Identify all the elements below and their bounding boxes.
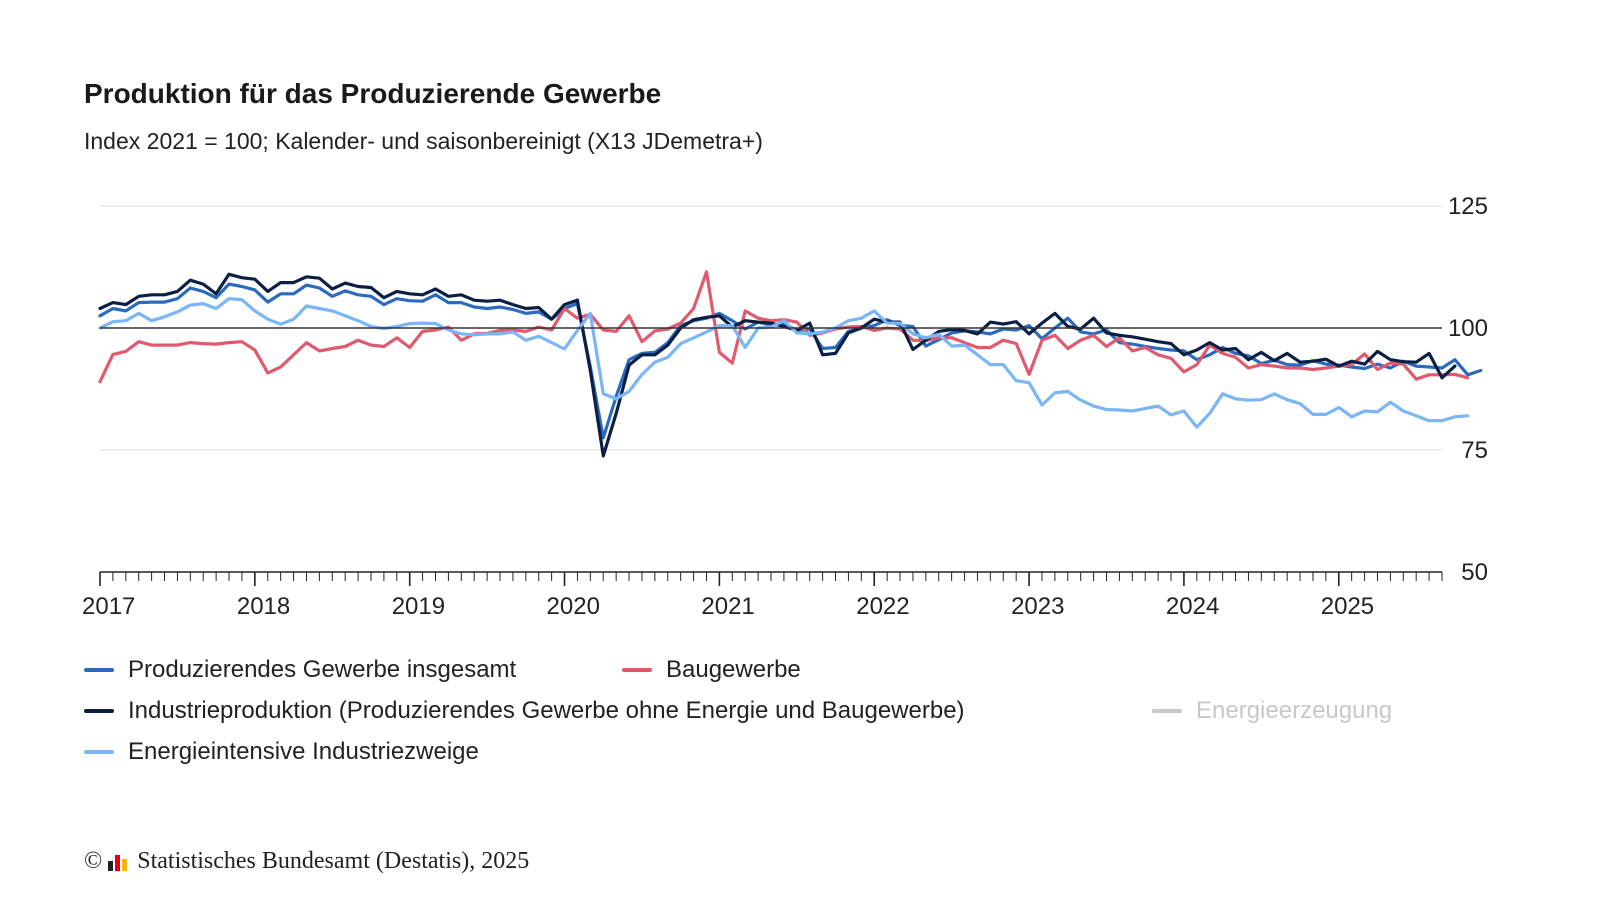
legend-item-industrieproduktion[interactable]: Industrieproduktion (Produzierendes Gewe… — [84, 697, 965, 725]
legend-swatch — [622, 668, 652, 672]
legend-item-produzierendes-gewerbe[interactable]: Produzierendes Gewerbe insgesamt — [84, 656, 516, 684]
source-text: Statistisches Bundesamt (Destatis), 2025 — [137, 848, 530, 874]
legend-item-energieerzeugung[interactable]: Energieerzeugung — [1152, 697, 1392, 725]
x-tick-label: 2019 — [392, 593, 445, 620]
legend-swatch — [84, 750, 114, 754]
legend-label: Energieintensive Industriezweige — [128, 738, 479, 765]
y-tick-label: 50 — [1461, 559, 1488, 586]
legend-swatch — [84, 709, 114, 713]
legend-swatch — [1152, 709, 1182, 713]
y-tick-label: 100 — [1448, 315, 1488, 342]
legend-item-baugewerbe[interactable]: Baugewerbe — [622, 656, 801, 684]
series-line-energieintensive-industriezweige — [98, 297, 1470, 429]
chart-title: Produktion für das Produzierende Gewerbe — [84, 78, 662, 109]
legend-label: Energieerzeugung — [1196, 697, 1393, 724]
legend-label: Produzierendes Gewerbe insgesamt — [128, 656, 517, 683]
x-tick-label: 2023 — [1011, 593, 1064, 620]
line-chart: 125 100 75 50 2017 2018 2019 2020 2021 2022 2023 20… — [82, 193, 1488, 620]
y-tick-label: 125 — [1448, 193, 1488, 220]
destatis-logo-icon — [108, 853, 129, 871]
legend-label: Industrieproduktion (Produzierendes Gewe… — [128, 697, 965, 724]
series-line-industrieproduktion-produzierendes-gewerbe-ohne-energie-und-baugewerbe — [98, 272, 1457, 458]
x-tick-label: 2022 — [856, 593, 909, 620]
x-tick-label: 2017 — [82, 593, 135, 620]
y-tick-label: 75 — [1461, 437, 1488, 464]
x-tick-label: 2024 — [1166, 593, 1219, 620]
x-tick-label: 2018 — [237, 593, 290, 620]
legend-label: Baugewerbe — [666, 656, 801, 683]
x-tick-label: 2025 — [1321, 593, 1374, 620]
copyright-symbol: © — [84, 848, 103, 874]
x-tick-label: 2020 — [547, 593, 600, 620]
legend-swatch — [84, 668, 114, 672]
legend-item-energieintensive[interactable]: Energieintensive Industriezweige — [84, 738, 479, 766]
source-footer: © Statistisches Bundesamt (Destatis), 20… — [84, 848, 529, 875]
x-tick-label: 2021 — [701, 593, 754, 620]
chart-subtitle: Index 2021 = 100; Kalender- und saisonbe… — [84, 128, 763, 154]
